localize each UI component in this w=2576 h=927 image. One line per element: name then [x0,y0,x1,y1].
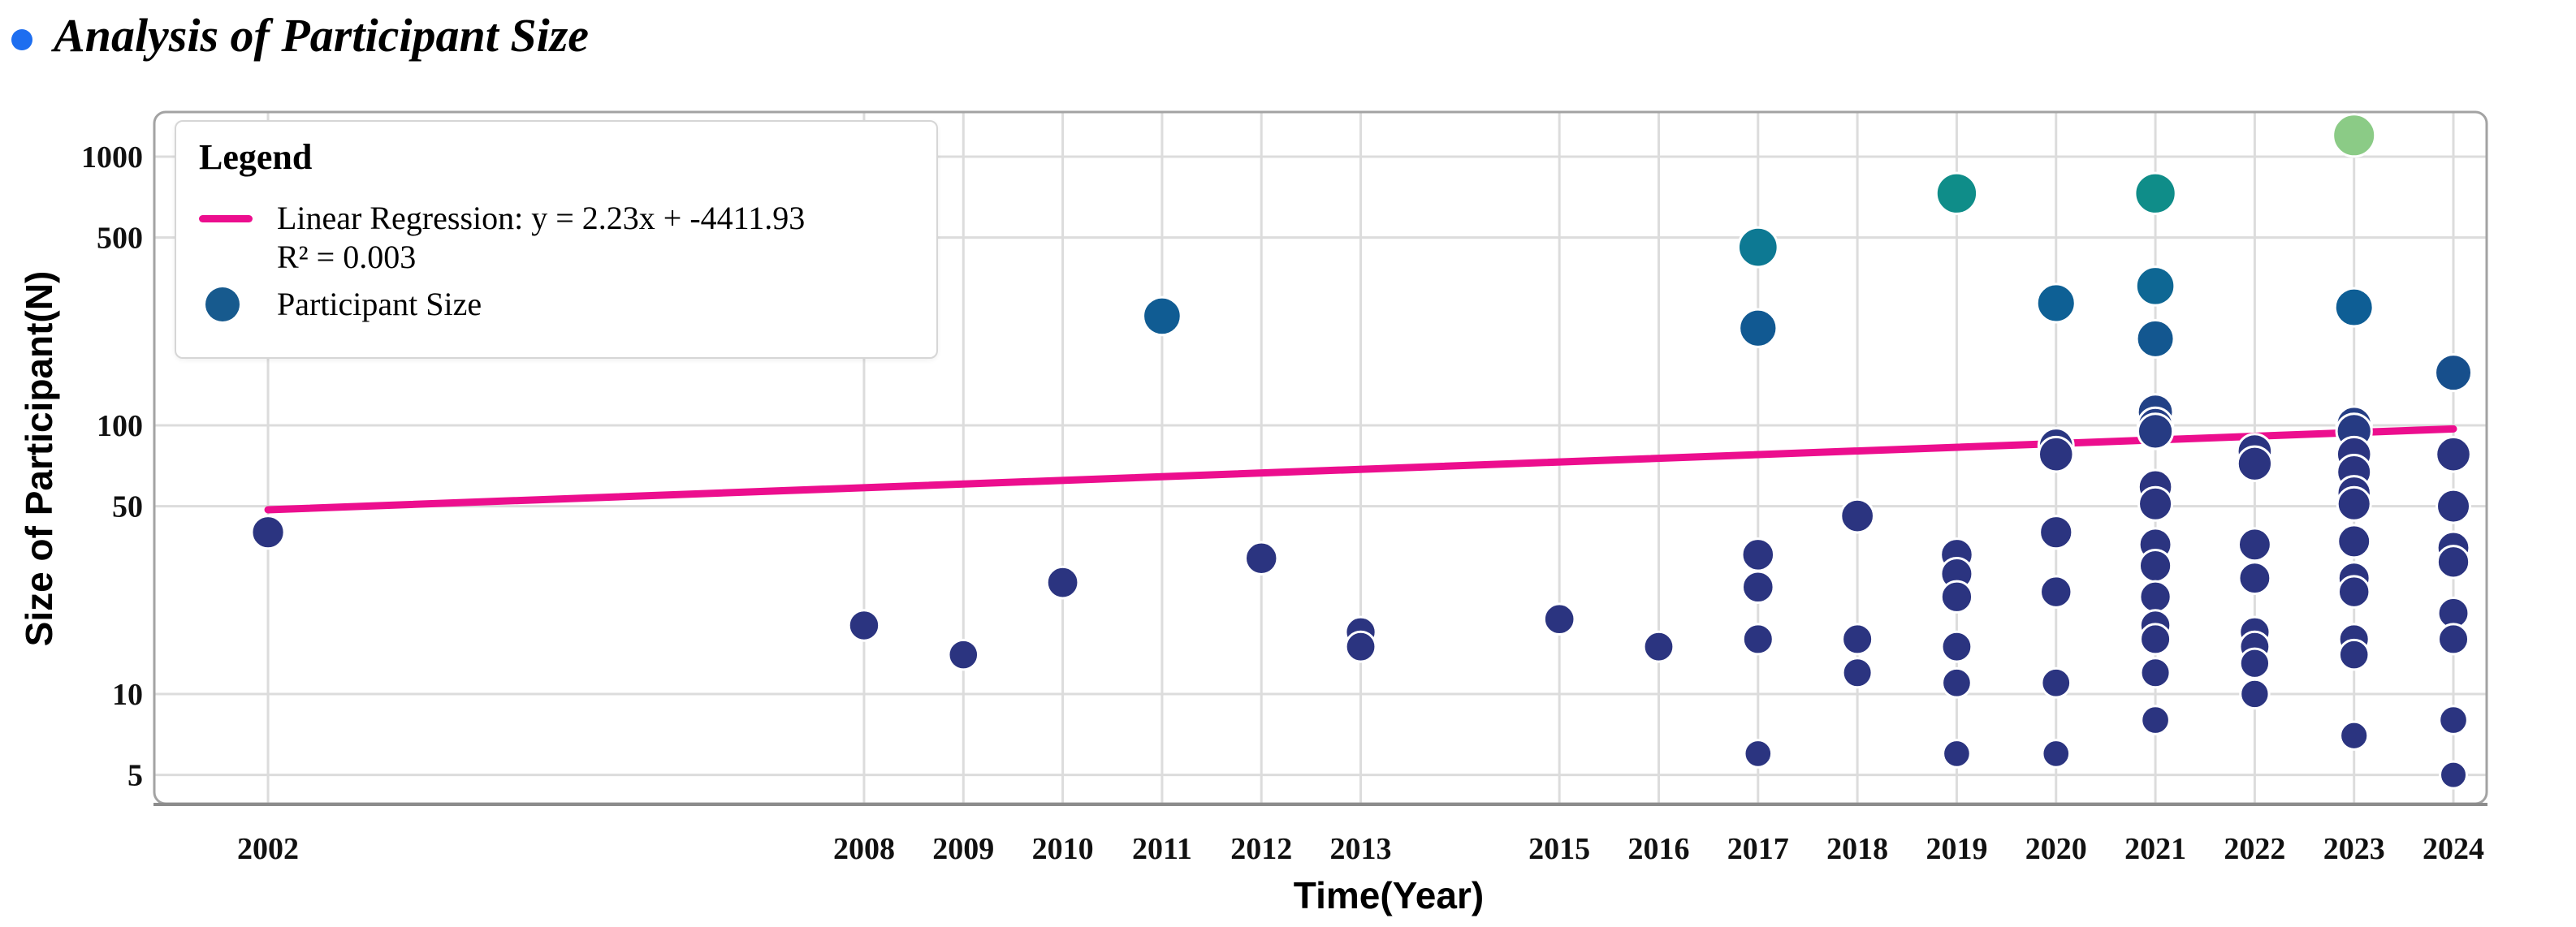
data-point [2136,412,2175,451]
data-point [847,609,881,642]
data-point [2138,580,2172,614]
data-point [2137,485,2174,522]
data-point [2139,623,2172,656]
data-point [2438,705,2469,735]
data-point [947,638,980,671]
data-point [2437,623,2470,656]
x-tick-label-2010: 2010 [1032,832,1094,866]
data-point [2236,445,2274,482]
data-point [1642,630,1675,663]
data-point [2434,353,2474,393]
data-point [1736,226,1779,269]
x-tick-label-2022: 2022 [2224,832,2285,866]
y-axis-label: Size of Participant(N) [18,270,60,647]
data-point [1142,295,1182,337]
y-tick-label-10: 10 [112,678,143,712]
data-point [2436,488,2472,524]
data-point [2336,575,2371,609]
data-point [2336,485,2372,522]
legend-r2-label: R² = 0.003 [277,239,417,275]
data-point [2439,760,2469,790]
legend-regression-label: Linear Regression: y = 2.23x + -4411.93 [277,200,806,236]
legend-header: Legend [199,137,313,177]
data-point [2039,575,2073,609]
y-tick-label-5: 5 [128,759,143,793]
x-tick-label-2008: 2008 [833,832,895,866]
data-point [2139,657,2172,689]
data-point [1740,537,1776,572]
x-tick-label-2023: 2023 [2323,832,2385,866]
y-tick-label-100: 100 [97,409,143,443]
data-point [1741,623,1774,656]
legend-points-label: Participant Size [277,286,482,322]
data-point [1942,739,1972,769]
x-tick-label-2002: 2002 [237,832,299,866]
data-point [2337,638,2371,671]
data-point [2333,287,2375,328]
data-point [1344,630,1377,663]
x-tick-label-2019: 2019 [1926,832,1987,866]
data-point [2134,265,2176,307]
x-tick-label-2013: 2013 [1330,832,1392,866]
legend: Legend Linear Regression: y = 2.23x + -4… [175,120,938,359]
data-point [2239,678,2271,710]
data-point [2133,171,2177,215]
x-tick-label-2017: 2017 [1727,832,1789,866]
x-tick-label-2016: 2016 [1627,832,1689,866]
data-point [2237,561,2272,596]
x-tick-label-2012: 2012 [1230,832,1292,866]
x-tick-label-2024: 2024 [2423,832,2484,866]
data-point [250,515,286,550]
data-point [1741,570,1775,605]
data-point [2238,647,2271,679]
regression-line [264,425,2457,514]
data-point [1841,623,1874,656]
data-point [1743,739,1774,769]
data-point [2435,435,2472,473]
y-tick-label-50: 50 [112,490,143,524]
data-point [2041,739,2072,769]
data-point [2037,435,2075,473]
x-tick-label-2011: 2011 [1132,832,1192,866]
legend-item-r2: R² = 0.003 [199,238,914,277]
data-point [2137,548,2173,584]
data-point [1542,602,1576,636]
x-tick-label-2015: 2015 [1528,832,1590,866]
participant-dot-swatch-icon [205,287,240,321]
page-title: Analysis of Participant Size [54,9,590,62]
y-tick-label-1000: 1000 [81,140,143,175]
legend-item-points: Participant Size [199,285,914,324]
bullet-icon [11,28,32,50]
regression-line-swatch-icon [199,214,253,222]
x-tick-label-2018: 2018 [1826,832,1888,866]
data-point [1941,666,1973,699]
x-axis-label: Time(Year) [1293,874,1485,916]
data-point [1940,630,1973,663]
x-tick-label-2020: 2020 [2025,832,2087,866]
data-point [1841,657,1874,689]
data-point [1045,565,1080,600]
data-point [2332,113,2377,158]
data-point [2140,705,2171,735]
data-point [2035,282,2077,324]
data-point [1934,171,1979,215]
data-point [2040,666,2072,699]
data-point [2237,527,2272,563]
x-tick-label-2021: 2021 [2124,832,2186,866]
legend-item-regression: Linear Regression: y = 2.23x + -4411.93 [199,199,914,238]
data-point [2436,545,2471,580]
data-point [2135,318,2176,359]
data-point [1738,308,1779,348]
data-point [1244,541,1279,576]
data-point [2339,720,2370,751]
title-row: Analysis of Participant Size [11,8,589,63]
data-point [2038,515,2074,550]
data-point [1839,498,1875,534]
y-tick-label-500: 500 [97,222,143,256]
data-point [2336,524,2372,559]
data-point [1939,580,1974,614]
x-tick-label-2009: 2009 [932,832,994,866]
